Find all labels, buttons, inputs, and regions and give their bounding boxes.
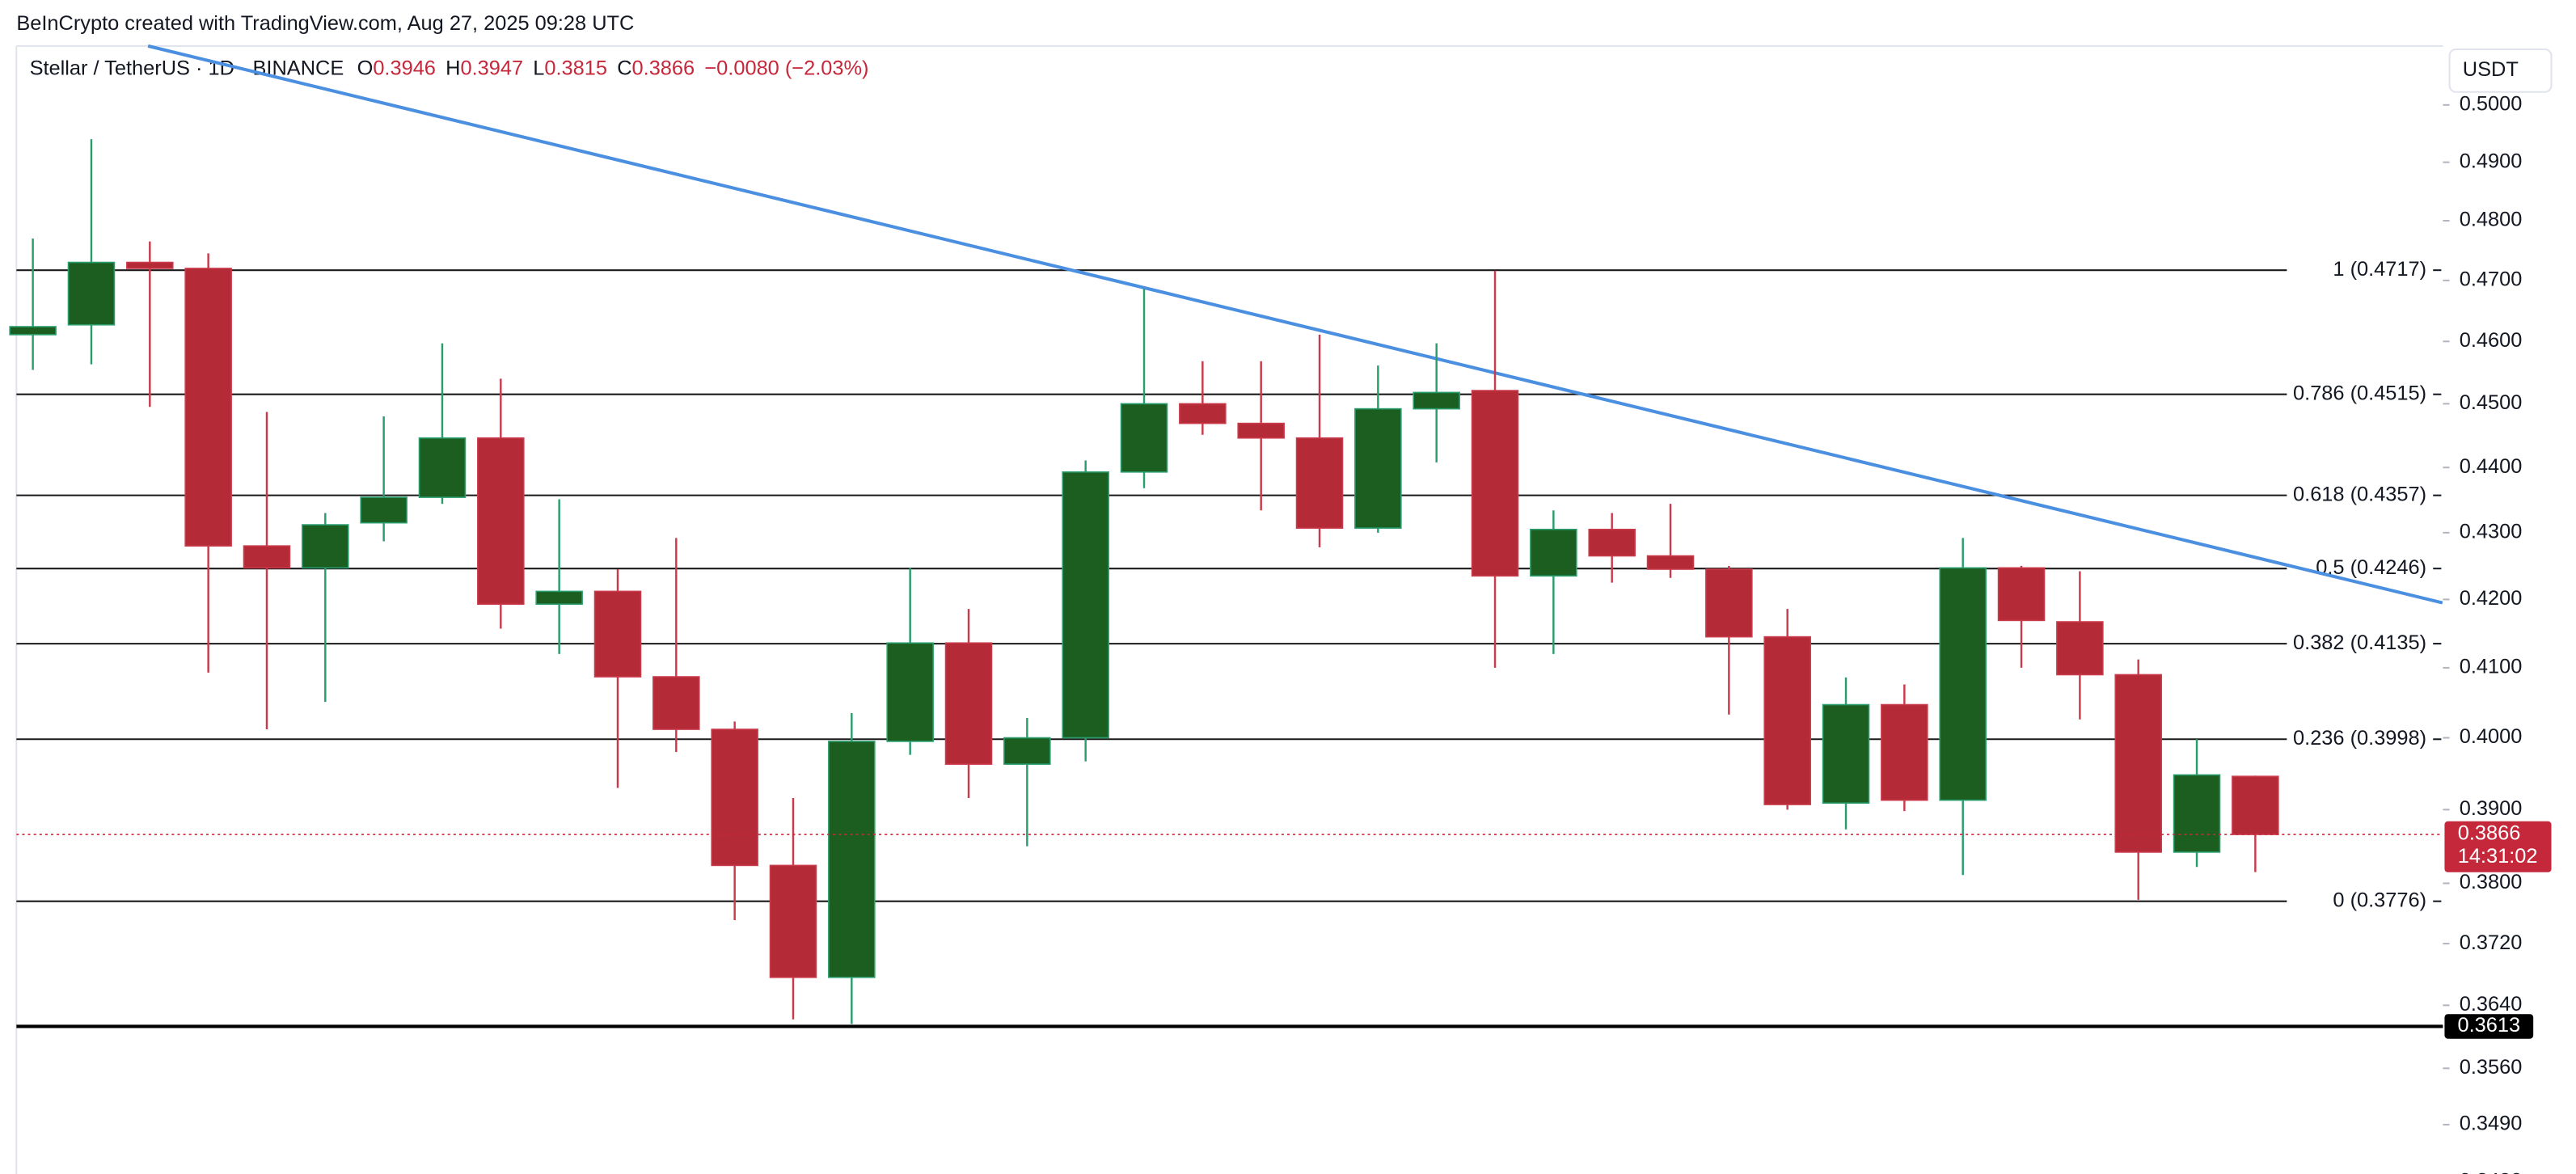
candle-body <box>1471 390 1519 577</box>
candle-body <box>477 437 525 606</box>
y-tick-label: 0.4200 <box>2460 587 2523 610</box>
candle-body <box>769 864 817 978</box>
candle-body <box>2056 621 2104 676</box>
candle-body <box>1413 391 1460 410</box>
candle-body <box>67 261 116 326</box>
y-tick-label: 0.3640 <box>2460 993 2523 1016</box>
y-tick-label: 0.4800 <box>2460 209 2523 231</box>
candle-body <box>944 642 993 765</box>
candle-body <box>1881 703 1928 801</box>
y-tick-label: 0.3720 <box>2460 931 2523 954</box>
candle-body <box>418 437 467 498</box>
fib-label: 0.786 (0.4515) <box>2293 382 2426 404</box>
ohlc-letter: C <box>617 57 631 79</box>
ohlc-letter: O <box>357 57 374 79</box>
title: Stellar / TetherUS · 1D · BINANCE <box>30 57 344 79</box>
y-tick-label: 0.4000 <box>2460 725 2523 748</box>
candle-body <box>184 268 232 547</box>
candle-body <box>1295 437 1344 529</box>
fib-label: 0 (0.3776) <box>2333 889 2426 911</box>
y-tick-label: 0.4400 <box>2460 455 2523 478</box>
currency-button[interactable] <box>2448 48 2553 93</box>
candle-body <box>302 524 349 569</box>
y-tick-label: 0.3420 <box>2460 1170 2523 1174</box>
candle-body <box>1588 528 1636 557</box>
candle-body <box>711 728 758 867</box>
y-tick-label: 0.4500 <box>2460 391 2523 414</box>
fib-label: 0.236 (0.3998) <box>2293 727 2426 750</box>
fib-label: 0.618 (0.4357) <box>2293 483 2426 505</box>
y-tick-label: 0.5000 <box>2460 93 2523 116</box>
y-tick-label: 0.3900 <box>2460 797 2523 820</box>
support-badge <box>2444 1014 2534 1039</box>
candle-body <box>1705 568 1753 638</box>
ohlc-letter: L <box>533 57 544 79</box>
candle-body <box>828 741 876 978</box>
candle-body <box>2232 775 2279 835</box>
y-tick-label: 0.4300 <box>2460 521 2523 543</box>
candle-body <box>1530 528 1577 577</box>
ohlc-value: 0.3815 <box>544 57 607 79</box>
candle-body <box>2114 674 2162 853</box>
candle-body <box>243 545 291 569</box>
countdown: 14:31:02 <box>2458 845 2538 868</box>
candle-body <box>1062 471 1109 739</box>
candle-body <box>593 590 642 678</box>
candle-body <box>360 496 408 524</box>
candle-body <box>1763 636 1811 805</box>
candle-body <box>535 590 583 606</box>
change: −0.0080 (−2.03%) <box>704 57 868 79</box>
candle-body <box>1179 403 1227 424</box>
y-tick-label: 0.4700 <box>2460 268 2523 291</box>
candle-body <box>2173 774 2221 853</box>
symbol-legend: Stellar / TetherUS · 1D · BINANCE O0.3946… <box>30 57 869 79</box>
fib-label: 1 (0.4717) <box>2333 258 2426 281</box>
y-tick-label: 0.4100 <box>2460 656 2523 678</box>
ohlc-value: 0.3947 <box>460 57 523 79</box>
candle-body <box>652 676 700 730</box>
ohlc-value: 0.3866 <box>632 57 695 79</box>
last-price-label: 0.3866 <box>2458 822 2521 845</box>
candle-body <box>1646 555 1695 570</box>
ohlc-value: 0.3946 <box>373 57 436 79</box>
y-tick-label: 0.4900 <box>2460 150 2523 172</box>
candle-body <box>1120 403 1168 473</box>
candle-body <box>1237 422 1285 439</box>
support-label: 0.3613 <box>2457 1014 2520 1037</box>
candle-body <box>1822 703 1870 804</box>
candle-body <box>886 642 934 742</box>
currency[interactable]: USDT <box>2463 58 2519 81</box>
trendline <box>147 44 2443 605</box>
watermark: BeInCrypto created with TradingView.com,… <box>16 12 634 35</box>
candle-body <box>126 261 174 269</box>
last-price-badge <box>2444 821 2552 872</box>
y-tick-label: 0.3490 <box>2460 1113 2523 1135</box>
candle-body <box>1997 567 2046 622</box>
y-tick-label: 0.3560 <box>2460 1056 2523 1079</box>
y-tick-label: 0.3800 <box>2460 871 2523 893</box>
y-tick-label: 0.4600 <box>2460 329 2523 352</box>
candle-body <box>1354 408 1402 529</box>
candle-body <box>9 326 57 336</box>
ohlc-letter: H <box>446 57 460 79</box>
candle-body <box>1003 737 1051 765</box>
candle-body <box>1939 567 1987 801</box>
fib-label: 0.382 (0.4135) <box>2293 631 2426 654</box>
